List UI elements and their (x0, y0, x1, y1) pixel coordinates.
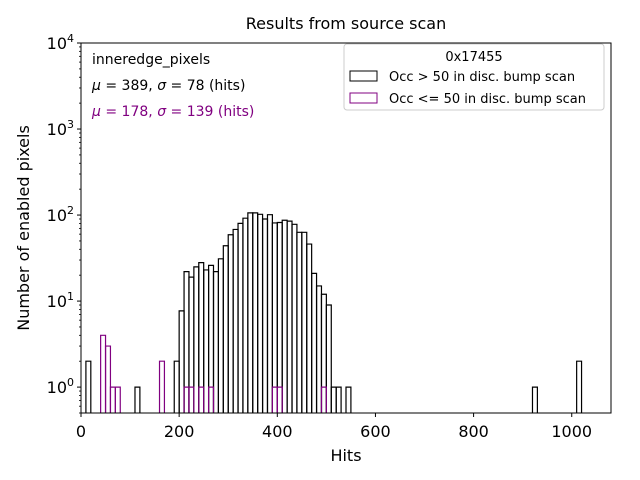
annotation-stats-2-sigma-value: = 139 (hits) (166, 104, 254, 120)
hist-bin (345, 386, 352, 413)
y-tick-label: 102 (47, 204, 74, 225)
x-tick-label: 200 (164, 422, 195, 441)
x-axis-ticks: 0 200 400 600 800 1000 (76, 413, 592, 441)
x-tick-label: 400 (262, 422, 293, 441)
hist-bin (320, 386, 327, 413)
legend-entry-occ-low: Occ <= 50 in disc. bump scan (389, 92, 586, 107)
x-tick-label: 600 (360, 422, 391, 441)
y-axis-ticks: 100 101 102 103 104 (47, 32, 81, 414)
y-tick-label: 100 (47, 376, 74, 397)
annotation-stats-1-mu-value: = 389, (101, 78, 157, 94)
chart-title: Results from source scan (246, 14, 446, 33)
series-2 (100, 334, 327, 413)
histogram-bars (85, 212, 583, 413)
legend-swatch-occ-low (349, 92, 378, 104)
annotation-stats-1-sigma-value: = 78 (hits) (166, 78, 245, 94)
annotation-label: inneredge_pixels (92, 52, 210, 68)
hist-bin (276, 386, 283, 413)
hist-bin (188, 386, 195, 413)
hist-bin (114, 386, 121, 413)
annotation-stats-1-mu: μ (91, 78, 101, 94)
annotation-stats-1-sigma: σ (157, 78, 167, 94)
legend-swatch-occ-high (349, 70, 378, 82)
x-axis-label: Hits (330, 446, 361, 465)
annotation-stats-2-mu: μ (91, 104, 101, 120)
hist-bin (198, 386, 205, 413)
hist-bin (158, 360, 166, 413)
legend: 0x17455 Occ > 50 in disc. bump scan Occ … (343, 43, 605, 111)
x-tick-label: 1000 (551, 422, 592, 441)
hist-bin (85, 360, 92, 413)
legend-entry-occ-high: Occ > 50 in disc. bump scan (389, 70, 575, 85)
series-1 (85, 212, 583, 413)
legend-title: 0x17455 (445, 50, 502, 65)
x-tick-label: 800 (458, 422, 489, 441)
y-axis-label: Number of enabled pixels (14, 125, 33, 331)
hist-bin (207, 386, 215, 413)
hist-bin (104, 345, 112, 413)
y-tick-label: 101 (47, 290, 74, 311)
hist-bin (325, 304, 332, 413)
x-tick-label: 0 (76, 422, 86, 441)
legend-box (343, 43, 605, 111)
annotation-stats-2-mu-value: = 178, (101, 104, 157, 120)
hist-bin (531, 386, 538, 413)
annotation-stats-1: μ = 389, σ = 78 (hits) (91, 78, 245, 94)
hist-bin (134, 386, 141, 413)
hist-bin (335, 386, 342, 413)
y-tick-label: 104 (47, 32, 74, 53)
annotation-stats-2: μ = 178, σ = 139 (hits) (91, 104, 254, 120)
y-tick-label: 103 (47, 118, 74, 139)
hist-bin (576, 360, 583, 413)
annotation-stats-2-sigma: σ (157, 104, 167, 120)
